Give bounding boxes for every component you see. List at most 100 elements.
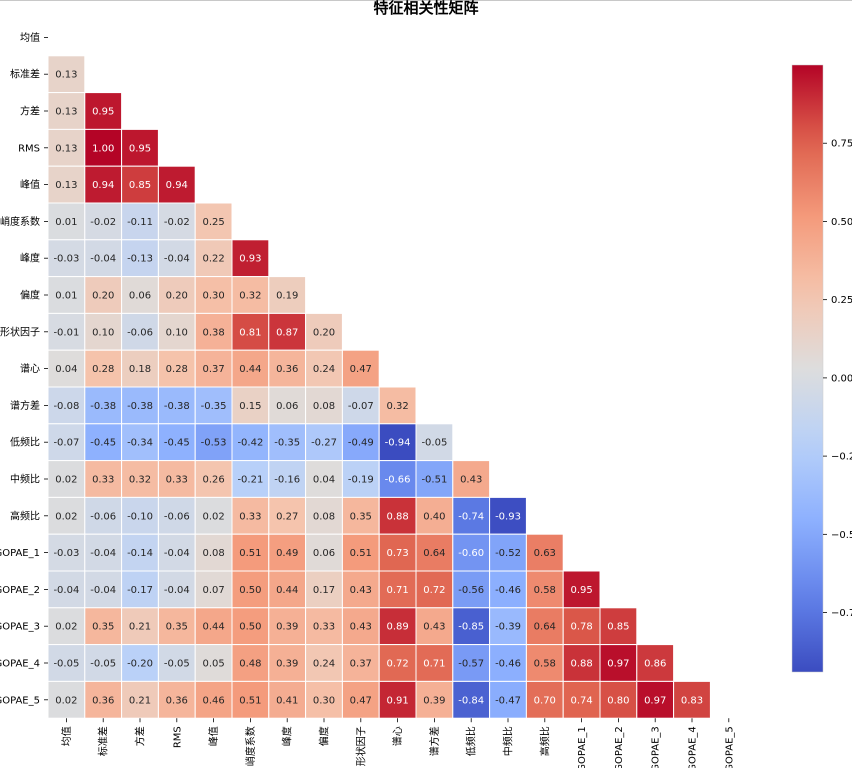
x-tick-label: GOPAE_5: [724, 726, 735, 768]
cell-value-label: -0.08: [53, 401, 79, 412]
cell-value-label: 0.86: [644, 659, 666, 670]
heatmap-cell: [84, 92, 123, 130]
cell-value-label: -0.46: [495, 585, 521, 596]
cell-value-label: 0.30: [202, 291, 224, 302]
cell-value-label: 0.02: [55, 475, 77, 486]
heatmap-cell: [341, 460, 380, 498]
cell-value-label: 0.28: [166, 364, 188, 375]
heatmap-cell: [378, 607, 417, 646]
cell-value-label: -0.66: [385, 475, 411, 486]
heatmap-cell: [452, 570, 491, 609]
cell-value-label: -0.07: [53, 438, 79, 449]
cell-value-label: 0.97: [644, 695, 666, 706]
x-tick-label: 谱方差: [428, 726, 441, 756]
cell-value-label: 0.71: [386, 585, 408, 596]
cell-value-label: 0.08: [202, 548, 224, 559]
cell-value-label: 0.43: [423, 622, 445, 633]
cell-value-label: 0.78: [570, 622, 592, 633]
cell-value-label: 0.48: [239, 659, 261, 670]
cell-value-label: 0.21: [129, 622, 151, 633]
heatmap-cell: [84, 276, 123, 314]
heatmap-cell: [157, 680, 196, 719]
cell-value-label: 0.19: [276, 291, 298, 302]
heatmap-cell: [121, 276, 159, 314]
cell-value-label: 0.58: [534, 659, 556, 670]
x-tick-label: RMS: [172, 726, 183, 748]
cell-value-label: -0.06: [164, 511, 190, 522]
heatmap-cell: [157, 202, 196, 241]
heatmap-cell: [305, 349, 343, 388]
colorbar-gradient: [791, 64, 824, 673]
y-tick-label: 偏度: [20, 289, 40, 302]
heatmap-cell: [599, 680, 638, 719]
y-tick-label: GOPAE_1: [0, 548, 40, 559]
heatmap-cell: [84, 239, 123, 278]
x-tick-label: 中频比: [502, 726, 515, 756]
cell-value-label: 0.33: [92, 475, 114, 486]
cell-value-label: -0.85: [458, 622, 484, 633]
cell-value-label: -0.06: [90, 511, 116, 522]
cell-value-label: 0.64: [423, 548, 445, 559]
cell-value-label: 0.63: [534, 548, 556, 559]
heatmap-cell: [194, 533, 233, 572]
heatmap-cell: [415, 533, 454, 572]
cell-value-label: -0.35: [201, 401, 227, 412]
heatmap-cell: [268, 570, 307, 609]
heatmap-cell: [525, 570, 564, 609]
cell-value-label: -0.93: [495, 511, 521, 522]
colorbar-tick-label: 0.00: [831, 373, 852, 384]
y-tick-label: 峰度: [20, 252, 40, 265]
cell-value-label: 0.01: [55, 291, 77, 302]
cell-value-label: 0.43: [350, 585, 372, 596]
heatmap-cell: [47, 644, 86, 682]
cell-value-label: 0.51: [239, 695, 261, 706]
heatmap-cell: [47, 92, 86, 130]
heatmap-cell: [121, 128, 159, 167]
heatmap-cell: [84, 423, 123, 462]
cell-value-label: 0.38: [202, 327, 224, 338]
cell-value-label: 0.33: [313, 622, 335, 633]
cell-value-label: 1.00: [92, 143, 114, 154]
heatmap-cell: [452, 460, 491, 498]
cell-value-label: 0.24: [313, 659, 335, 670]
heatmap-cell: [84, 496, 123, 535]
cell-value-label: 0.47: [350, 364, 372, 375]
cell-value-label: -0.38: [127, 401, 153, 412]
heatmap-cell: [231, 533, 270, 572]
cell-value-label: 0.26: [202, 475, 224, 486]
heatmap-cell: [489, 496, 527, 535]
y-tick-label: RMS: [18, 143, 40, 154]
cell-value-label: 0.85: [129, 180, 151, 191]
heatmap-cell: [194, 607, 233, 646]
heatmap-cell: [378, 423, 417, 462]
cell-value-label: -0.11: [127, 217, 153, 228]
cell-value-label: 0.88: [570, 659, 592, 670]
heatmap-cell: [84, 460, 123, 498]
cell-value-label: 0.08: [313, 401, 335, 412]
cell-value-label: 0.87: [276, 327, 298, 338]
cell-value-label: 0.13: [55, 143, 77, 154]
x-tick-label: 峰度: [281, 726, 294, 746]
cell-value-label: -0.52: [495, 548, 521, 559]
heatmap-cell: [84, 644, 123, 682]
heatmap-cell: [157, 349, 196, 388]
heatmap-cell: [489, 570, 527, 609]
heatmap-cell: [84, 607, 123, 646]
cell-value-label: 0.46: [202, 695, 224, 706]
cell-value-label: -0.34: [127, 438, 153, 449]
colorbar-tick-label: −0.75: [831, 608, 852, 619]
cell-value-label: 0.40: [423, 511, 445, 522]
cell-value-label: -0.94: [385, 438, 411, 449]
heatmap-cell: [231, 680, 270, 719]
heatmap-cell: [452, 644, 491, 682]
heatmap-cell: [525, 533, 564, 572]
cell-value-label: -0.02: [164, 217, 190, 228]
y-tick-label: 标准差: [10, 68, 40, 81]
cell-value-label: 0.02: [55, 622, 77, 633]
heatmap-cell: [194, 423, 233, 462]
cell-value-label: 0.39: [276, 622, 298, 633]
x-tick-label: GOPAE_1: [577, 726, 588, 768]
cell-value-label: -0.04: [90, 548, 116, 559]
heatmap-cell: [194, 680, 233, 719]
heatmap-cell: [305, 680, 343, 719]
